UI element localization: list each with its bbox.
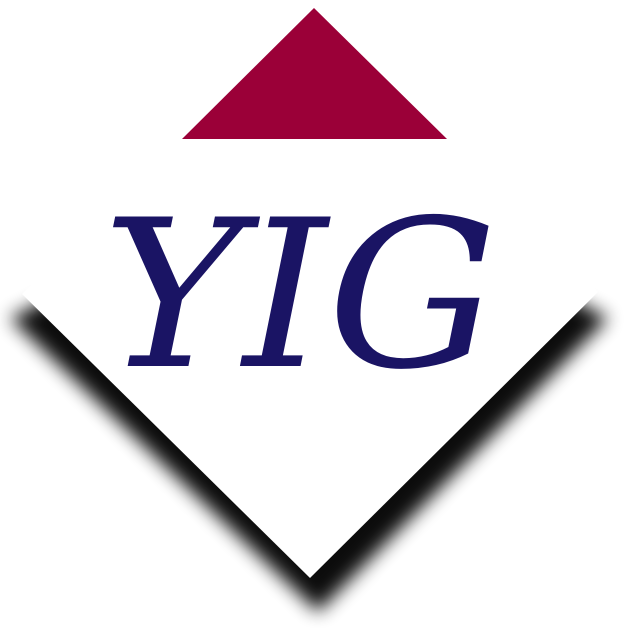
- monogram-text: YIG: [103, 177, 498, 415]
- roof-triangle: [182, 8, 447, 139]
- diamond-body: [22, 138, 598, 578]
